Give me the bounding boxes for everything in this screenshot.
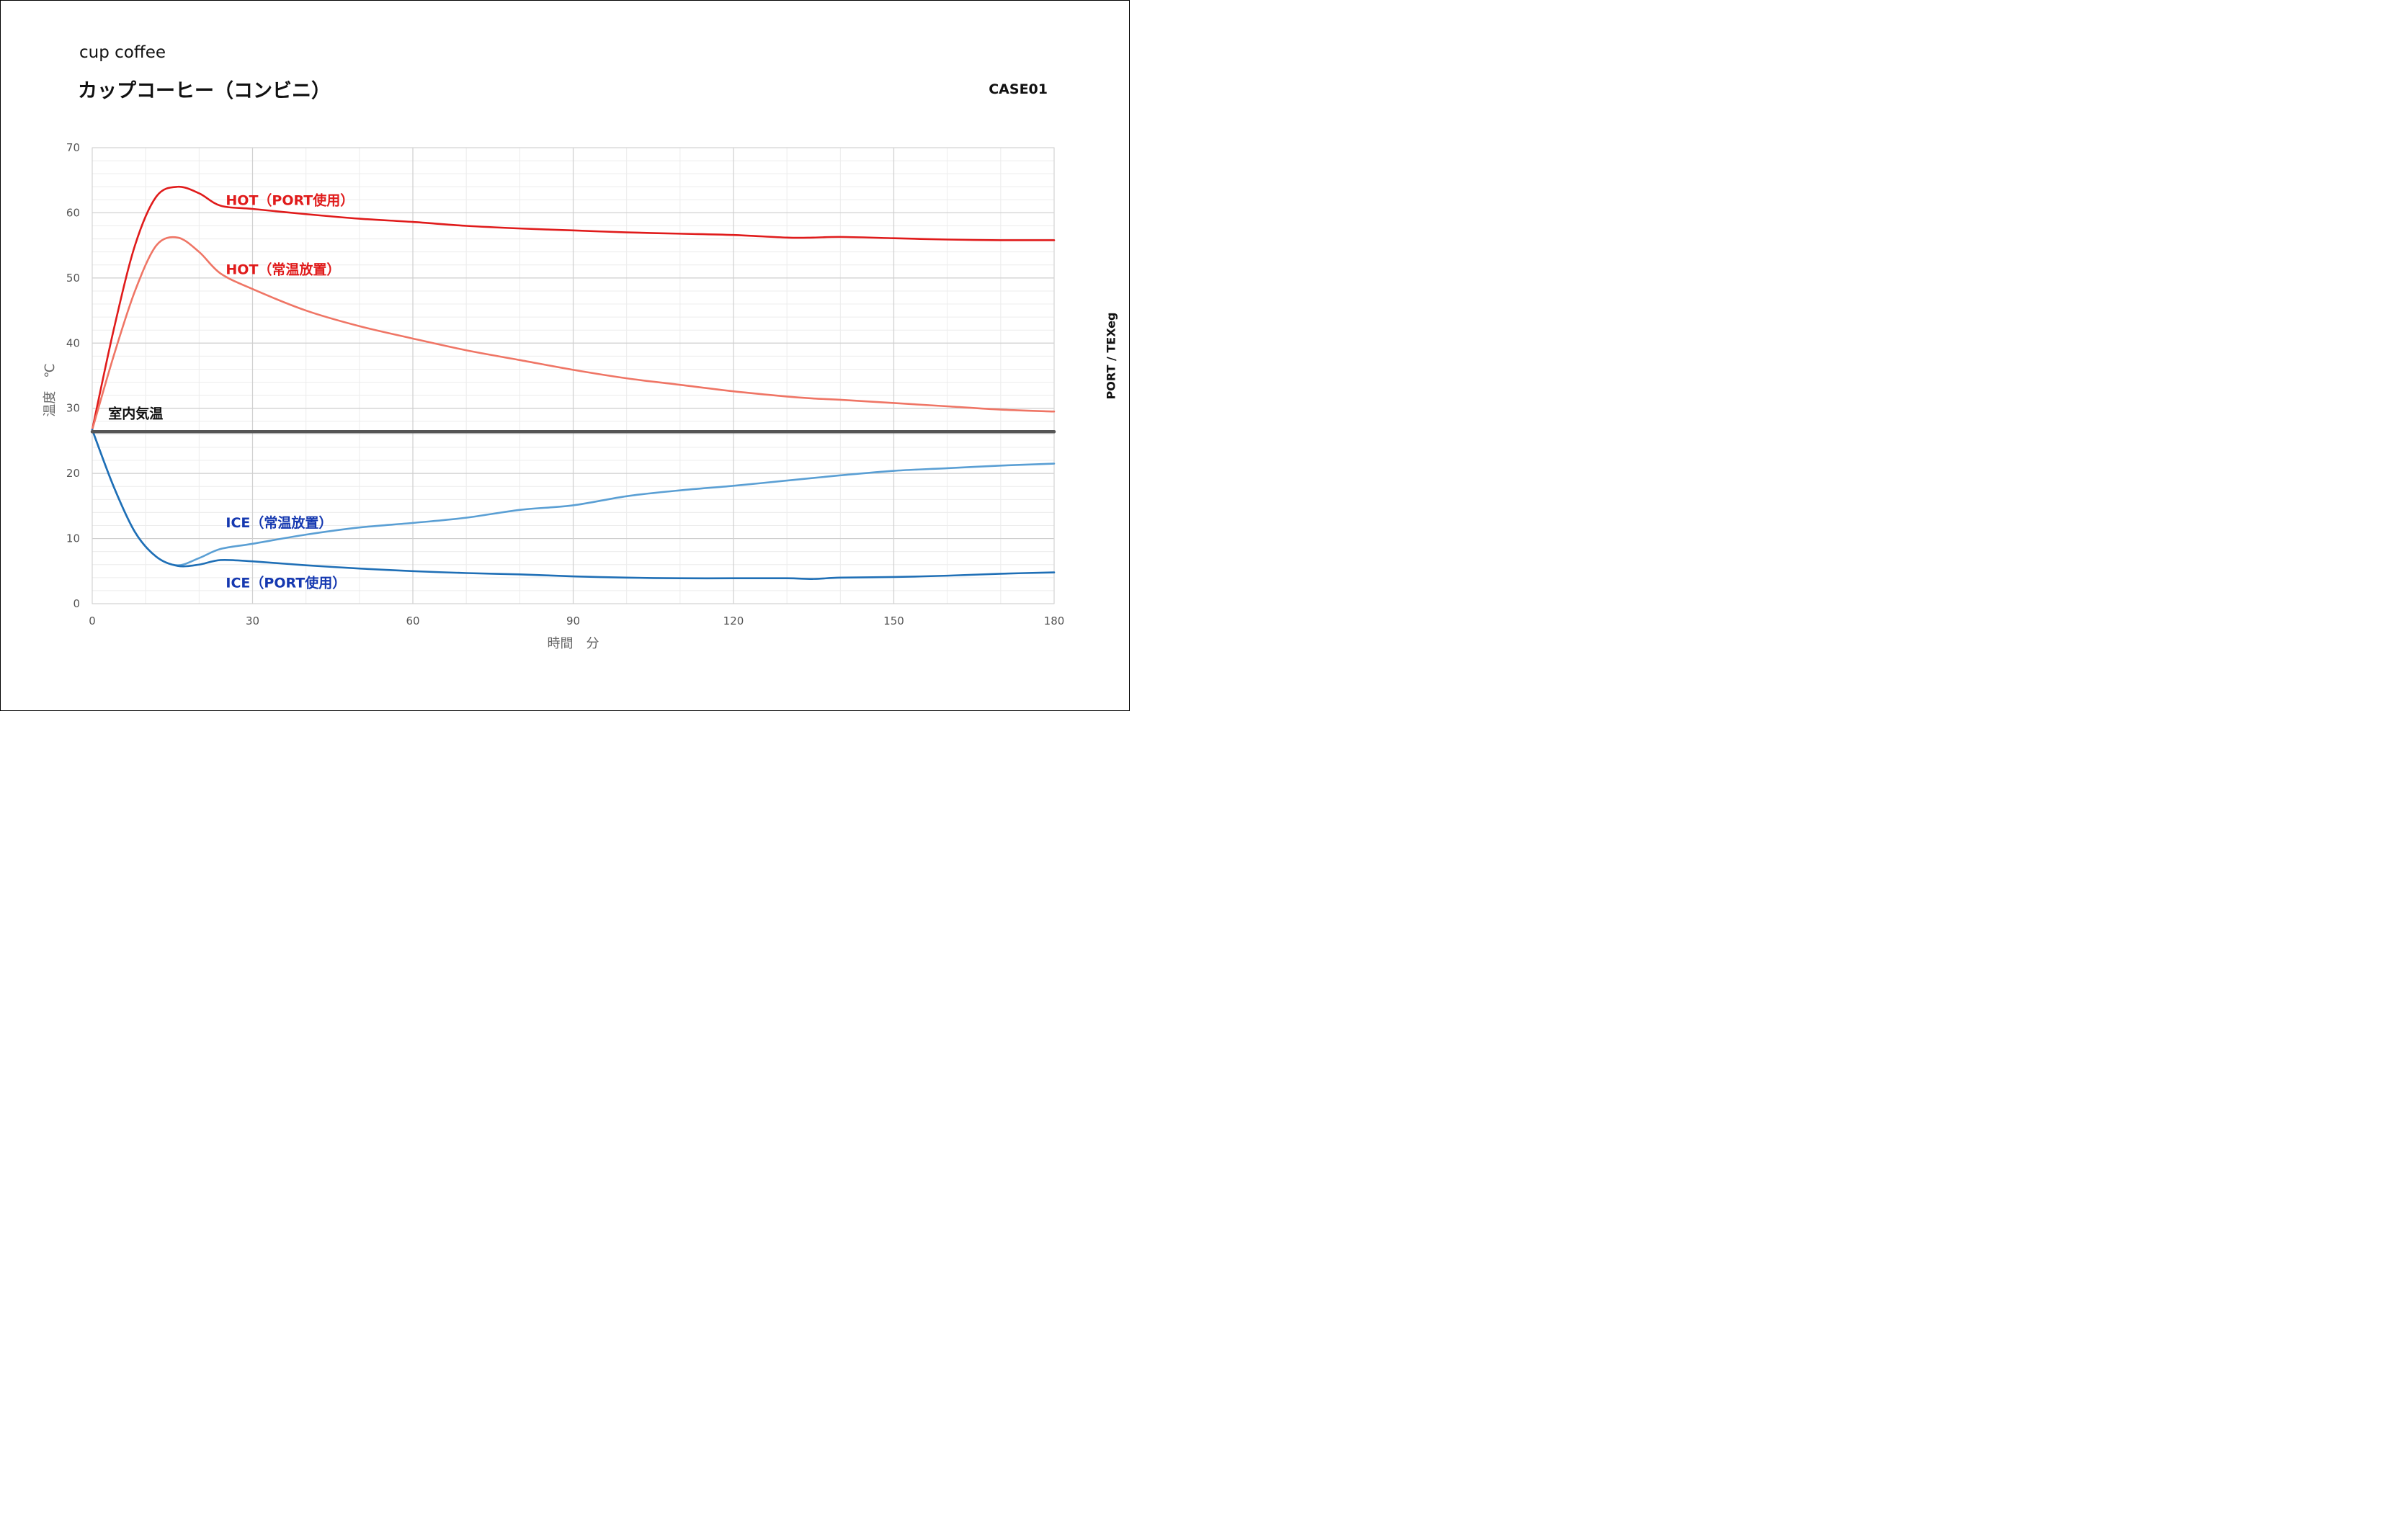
figure-frame (0, 0, 1130, 711)
series-annotation-1: HOT（PORT使用） (226, 192, 354, 209)
annotations: HOT（PORT使用） HOT（常温放置） 室内気温 ICE（常温放置） ICE（POR… (108, 192, 354, 591)
x-axis-label: 時間 分 (548, 636, 599, 651)
series-line-4 (91, 429, 1056, 580)
y-tick-label: 20 (66, 467, 80, 480)
tick-labels: 0 30 60 90 120 150 180 0 10 20 30 40 50 60 70 (66, 141, 1064, 627)
x-tick-label: 90 (566, 615, 580, 627)
x-tick-label: 0 (89, 615, 96, 627)
plot-area (92, 147, 1055, 604)
y-tick-label: 10 (66, 532, 80, 545)
y-tick-label: 50 (66, 272, 80, 285)
title-english: cup coffee (79, 43, 166, 62)
y-tick-label: 30 (66, 402, 80, 415)
series-annotation-3: 室内気温 (108, 405, 163, 421)
x-tick-label: 150 (883, 615, 904, 627)
title-japanese: カップコーヒー（コンビニ） (78, 80, 331, 102)
y-tick-label: 0 (73, 597, 80, 610)
series-line-2 (91, 236, 1056, 431)
x-tick-label: 120 (723, 615, 744, 627)
x-tick-label: 60 (406, 615, 419, 627)
x-tick-label: 180 (1044, 615, 1065, 627)
y-tick-label: 40 (66, 336, 80, 349)
case-label: CASE01 (989, 81, 1048, 97)
series-annotation-2: HOT（常温放置） (226, 261, 340, 277)
series-annotation-4: ICE（常温放置） (226, 514, 332, 531)
series-line-1 (91, 185, 1056, 431)
x-tick-label: 30 (246, 615, 259, 627)
temperature-chart: 0 30 60 90 120 150 180 0 10 20 30 40 50 60 70 HOT（PORT… (43, 141, 1064, 651)
series-annotation-5: ICE（PORT使用） (226, 574, 346, 591)
y-tick-label: 70 (66, 141, 80, 154)
y-axis-label: 温度 ℃ (43, 363, 58, 416)
y-tick-label: 60 (66, 206, 80, 219)
grid (92, 147, 1055, 604)
series-lines (90, 185, 1056, 580)
